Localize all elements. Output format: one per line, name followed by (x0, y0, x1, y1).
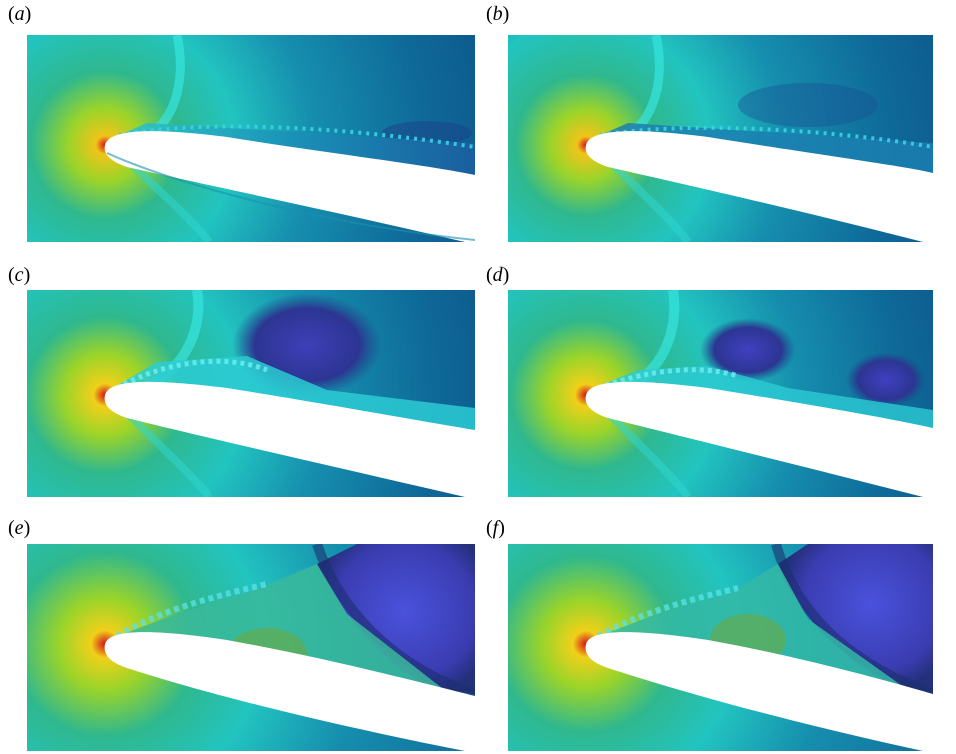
panel-a: (a) (0, 0, 478, 250)
panel-label-e: (e) (8, 517, 31, 539)
flow-field-c (27, 290, 475, 497)
panel-label-a: (a) (8, 3, 32, 25)
panel-label-b: (b) (486, 3, 510, 25)
panel-e: (e) (0, 508, 478, 754)
flow-field-a (27, 35, 475, 242)
panel-b: (b) (478, 0, 956, 250)
panel-label-c: (c) (8, 264, 31, 286)
panel-d: (d) (478, 255, 956, 505)
panel-f: (f) (478, 508, 956, 754)
panel-c: (c) (0, 255, 478, 505)
panel-label-d: (d) (486, 264, 510, 286)
panel-label-f: (f) (486, 517, 505, 539)
flow-field-b (508, 35, 933, 242)
flow-field-f (508, 544, 933, 751)
flow-field-d (508, 290, 933, 497)
flow-field-e (27, 544, 475, 751)
